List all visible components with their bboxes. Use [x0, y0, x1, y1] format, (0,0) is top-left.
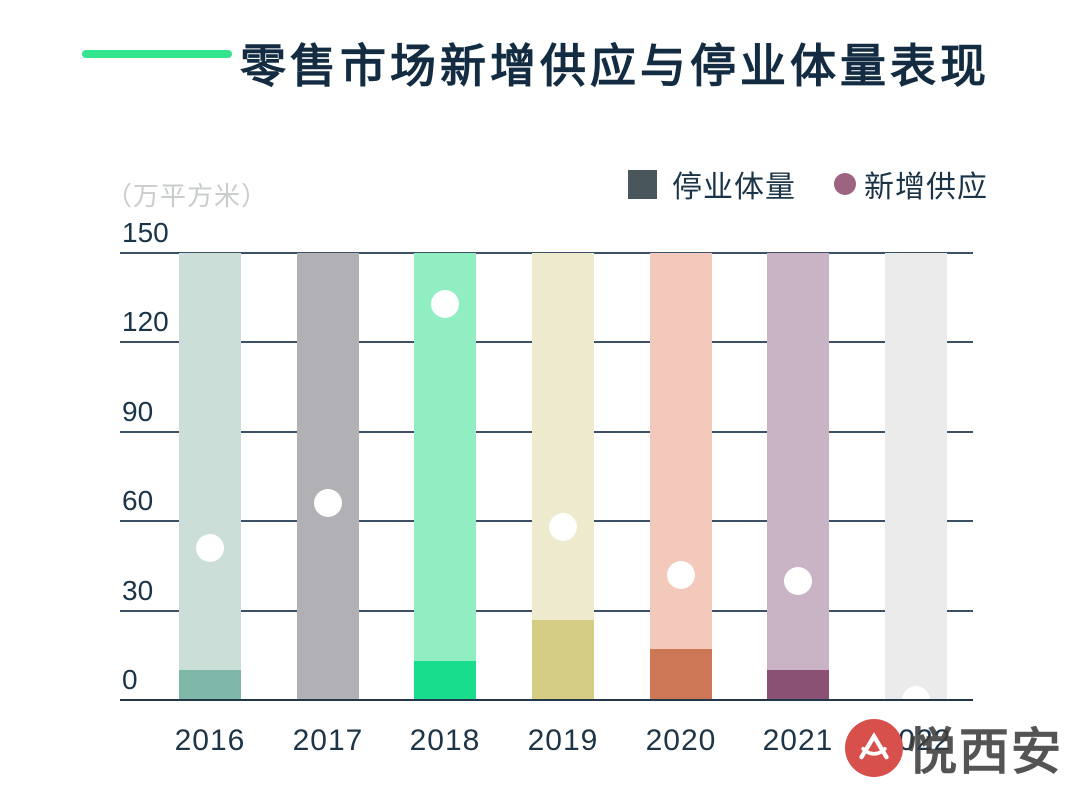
new-supply-dot-2017 — [314, 489, 342, 518]
closure-volume-segment-2020 — [650, 649, 712, 700]
chart-legend: 停业体量 新增供应 — [628, 162, 988, 206]
closure-volume-segment-2016 — [179, 670, 241, 700]
new-supply-dot-2022 — [902, 686, 930, 700]
background-bar-2018 — [414, 253, 476, 700]
x-axis-label-2019: 2019 — [527, 724, 599, 757]
closure-volume-segment-2019 — [532, 619, 594, 700]
background-bar-2016 — [179, 253, 241, 700]
watermark-text: 悦西安 — [907, 724, 1063, 780]
new-supply-dot-2021 — [784, 566, 812, 595]
legend-label-closure-volume: 停业体量 — [672, 171, 796, 204]
x-axis-label-2016: 2016 — [174, 724, 246, 757]
closure-volume-segment-2021 — [767, 670, 829, 700]
background-bar-2022 — [885, 253, 947, 700]
y-tick-label-0: 0 — [122, 664, 138, 695]
x-axis-label-2020: 2020 — [645, 724, 717, 757]
page-title: 零售市场新增供应与停业体量表现 — [240, 40, 990, 92]
y-tick-label-120: 120 — [122, 306, 169, 338]
bird-glyph-icon — [859, 732, 889, 760]
new-supply-dot-2018 — [431, 289, 459, 318]
legend-label-new-supply: 新增供应 — [864, 171, 988, 204]
y-tick-label-60: 60 — [122, 485, 154, 517]
yuexian-logo-icon — [845, 719, 903, 777]
watermark-logo: 悦西安 — [845, 712, 1063, 784]
title-accent-line — [82, 50, 232, 58]
x-axis-label-2018: 2018 — [409, 724, 481, 757]
background-bar-2017 — [297, 253, 359, 700]
y-axis-unit-label: （万平方米） — [106, 181, 269, 211]
new-supply-dot-2016 — [196, 534, 224, 563]
y-tick-label-150: 150 — [122, 217, 169, 248]
new-supply-circle-icon — [834, 173, 856, 195]
y-tick-label-90: 90 — [122, 395, 154, 427]
background-bar-2019 — [532, 253, 594, 700]
closure-volume-square-icon — [628, 169, 657, 199]
chart-plot-area: 0 30 60 90 120 150 2016 2017 2018 2019 2020 2021 202… — [120, 217, 973, 757]
background-bar-2021 — [767, 253, 829, 700]
new-supply-dot-2020 — [667, 560, 695, 589]
new-supply-dot-2019 — [549, 513, 577, 542]
x-axis-label-2021: 2021 — [762, 724, 834, 757]
closure-volume-segment-2018 — [414, 661, 476, 700]
x-axis-baseline — [120, 699, 973, 701]
background-bar-2020 — [650, 253, 712, 700]
y-tick-label-30: 30 — [122, 574, 154, 606]
legend-item-closure-volume: 停业体量 — [628, 162, 796, 206]
legend-item-new-supply: 新增供应 — [834, 162, 988, 206]
x-axis-label-2017: 2017 — [292, 724, 364, 757]
